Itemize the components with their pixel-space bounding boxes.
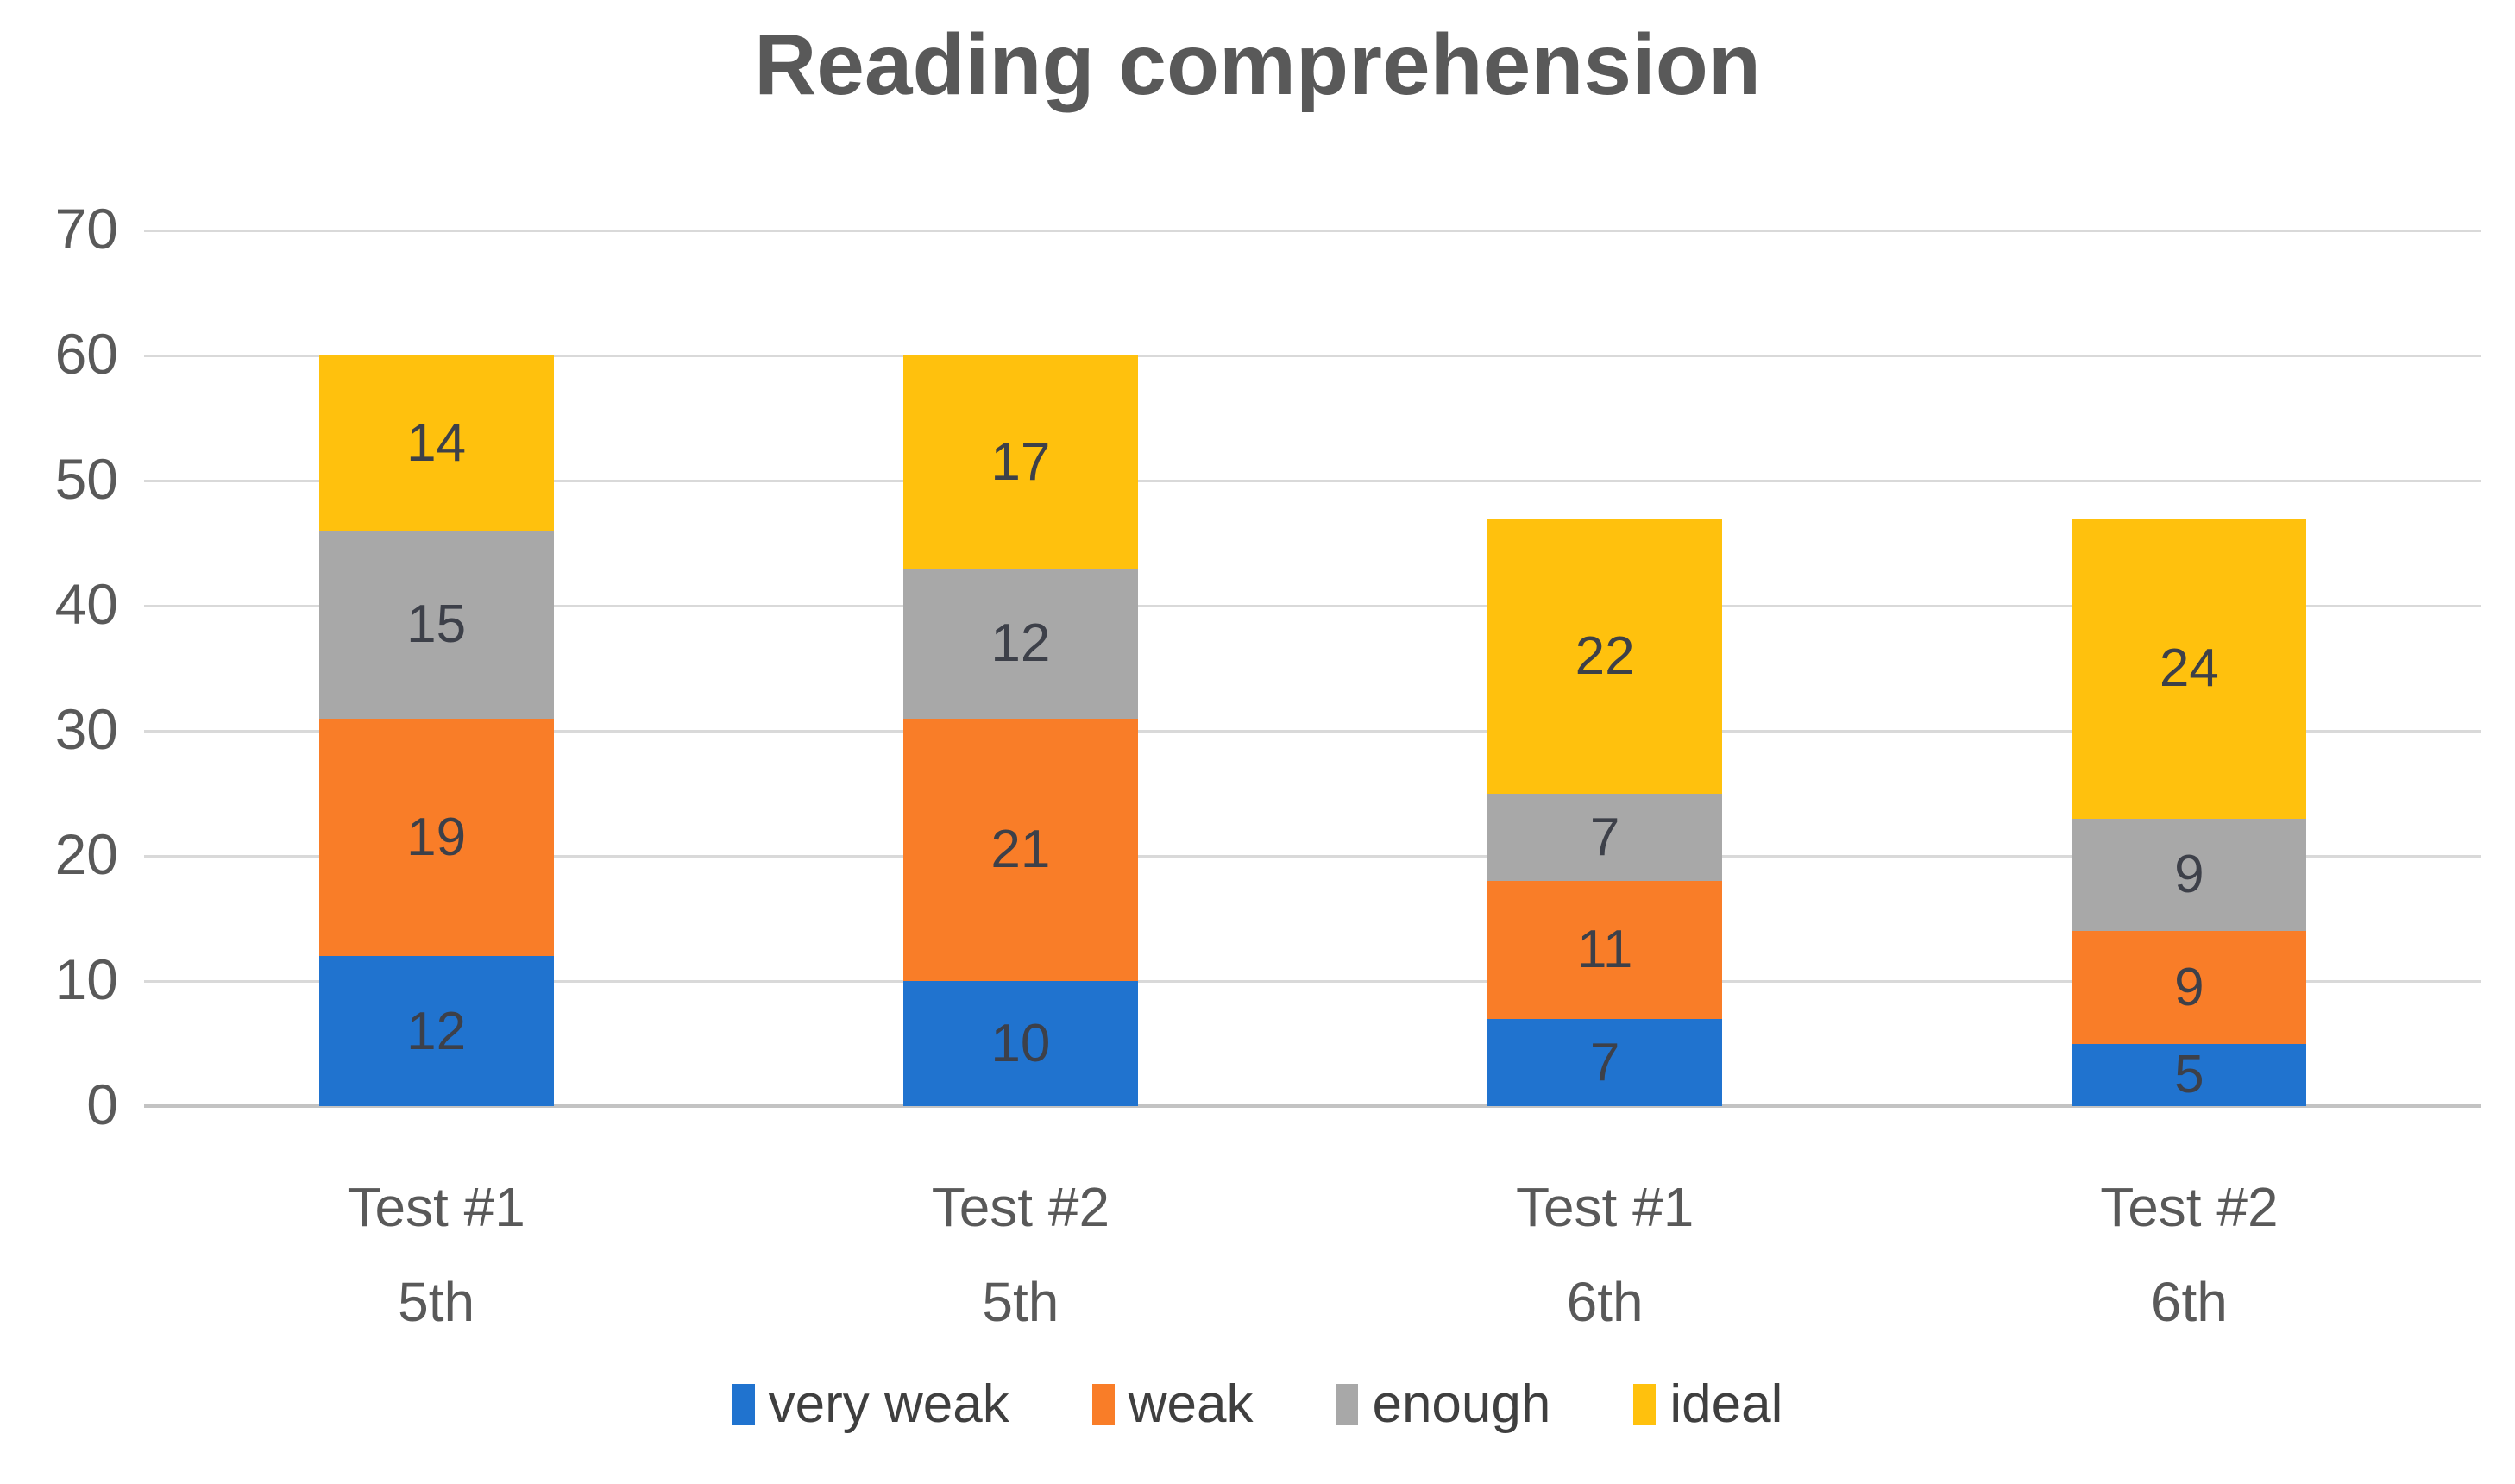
- bar-segment-ideal[interactable]: 24: [2072, 518, 2307, 819]
- legend-swatch-icon: [1633, 1383, 1657, 1425]
- legend-swatch-icon: [1336, 1383, 1359, 1425]
- bar-segment-very-weak[interactable]: 12: [318, 956, 554, 1106]
- x-axis-category-label: Test #2 6th: [2100, 1176, 2279, 1334]
- y-axis-tick-label: 50: [54, 447, 118, 511]
- bar-segment-value: 22: [1575, 626, 1635, 686]
- bar-segment-enough[interactable]: 12: [902, 568, 1138, 719]
- y-axis-tick-label: 10: [54, 947, 118, 1011]
- bar-segment-value: 17: [990, 431, 1051, 492]
- y-axis-tick-label: 30: [54, 697, 118, 761]
- bar-segment-ideal[interactable]: 22: [1487, 518, 1723, 794]
- bar-segment-value: 7: [1589, 807, 1620, 867]
- legend-swatch-icon: [1091, 1383, 1115, 1425]
- legend-item-weak[interactable]: weak: [1091, 1374, 1254, 1435]
- legend-item-ideal[interactable]: ideal: [1633, 1374, 1783, 1435]
- gridline: [144, 229, 2481, 232]
- bar-segment-value: 10: [990, 1014, 1051, 1073]
- bar-segment-value: 7: [1589, 1032, 1620, 1092]
- bar-segment-weak[interactable]: 9: [2072, 931, 2307, 1044]
- x-axis-category-label: Test #1 5th: [347, 1176, 525, 1334]
- legend-label: enough: [1372, 1374, 1551, 1434]
- bar-segment-weak[interactable]: 21: [902, 718, 1138, 981]
- y-axis-tick-label: 40: [54, 572, 118, 636]
- y-axis-tick-label: 60: [54, 322, 118, 386]
- bar-segment-value: 9: [2174, 957, 2204, 1017]
- chart-title: Reading comprehension: [754, 16, 1761, 113]
- bar-segment-weak[interactable]: 11: [1487, 881, 1723, 1019]
- bar-segment-value: 11: [1576, 920, 1633, 980]
- bar-segment-value: 12: [406, 1001, 467, 1061]
- bar-segment-very-weak[interactable]: 5: [2072, 1043, 2307, 1106]
- bar-segment-enough[interactable]: 7: [1487, 793, 1723, 881]
- bar-segment-value: 14: [406, 413, 467, 473]
- y-axis-tick-label: 0: [86, 1072, 118, 1136]
- bar-segment-weak[interactable]: 19: [318, 718, 554, 956]
- bar-segment-very-weak[interactable]: 10: [902, 981, 1138, 1106]
- bar-segment-value: 9: [2174, 845, 2204, 905]
- bar-segment-very-weak[interactable]: 7: [1487, 1018, 1723, 1106]
- gridline: [144, 604, 2481, 607]
- bar-segment-enough[interactable]: 15: [318, 531, 554, 719]
- bar-segment-ideal[interactable]: 17: [902, 355, 1138, 569]
- y-axis-tick-label: 20: [54, 822, 118, 886]
- bar-segment-value: 24: [2159, 638, 2219, 698]
- bar-segment-value: 12: [990, 613, 1051, 673]
- bar-segment-value: 21: [990, 820, 1051, 880]
- legend-label: ideal: [1669, 1374, 1783, 1434]
- gridline: [144, 479, 2481, 482]
- x-axis-category-label: Test #2 5th: [931, 1176, 1110, 1334]
- bar-segment-enough[interactable]: 9: [2072, 818, 2307, 931]
- gridline: [144, 354, 2481, 357]
- bar-segment-ideal[interactable]: 14: [318, 355, 554, 531]
- gridline: [144, 979, 2481, 983]
- gridline: [144, 1104, 2481, 1108]
- bar-segment-value: 15: [406, 594, 467, 655]
- bar-segment-value: 19: [406, 807, 467, 867]
- legend-label: weak: [1128, 1374, 1254, 1434]
- gridline: [144, 854, 2481, 858]
- legend-label: very weak: [768, 1374, 1009, 1434]
- y-axis-tick-label: 70: [54, 197, 118, 261]
- legend-item-very-weak[interactable]: very weak: [732, 1374, 1009, 1435]
- bar-segment-value: 5: [2174, 1045, 2204, 1105]
- gridline: [144, 729, 2481, 733]
- x-axis-category-label: Test #1 6th: [1515, 1176, 1694, 1334]
- chart-legend: very weak weak enough ideal: [0, 1374, 2515, 1435]
- legend-item-enough[interactable]: enough: [1336, 1374, 1550, 1435]
- legend-swatch-icon: [732, 1383, 755, 1425]
